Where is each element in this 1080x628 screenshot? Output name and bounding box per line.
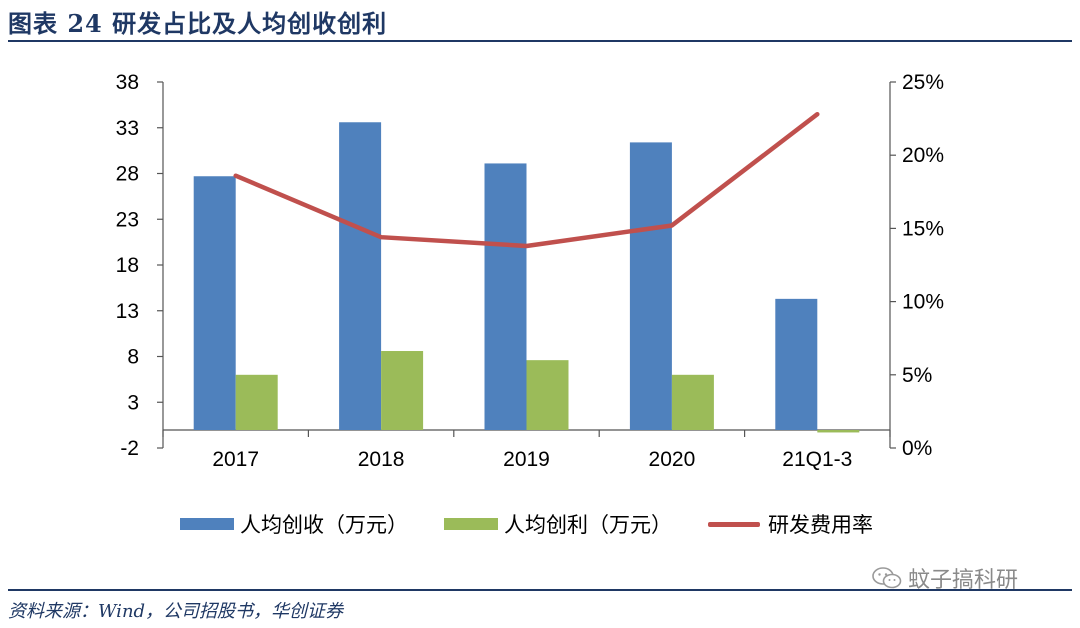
bar-revenue (339, 122, 382, 430)
wechat-icon (872, 567, 902, 589)
figure-header: 图表 24 研发占比及人均创收创利 (0, 0, 1080, 44)
right-tick-label: 25% (902, 71, 944, 94)
watermark-text: 蚊子搞科研 (908, 568, 1019, 593)
title-rule (8, 40, 1072, 42)
source-note: 资料来源：Wind，公司招股书，华创证券 (8, 601, 344, 622)
left-tick-label: 33 (116, 117, 139, 140)
legend-item-revenue: 人均创收（万元） (180, 509, 408, 539)
bar-profit (235, 374, 278, 430)
legend-swatch-revenue (180, 518, 234, 530)
left-tick-label: 38 (116, 71, 139, 94)
legend-swatch-profit (444, 518, 498, 530)
left-tick-label: 23 (116, 208, 139, 231)
bar-revenue (193, 176, 236, 430)
category-label: 2018 (358, 448, 405, 471)
category-label: 2017 (212, 448, 259, 471)
legend-swatch-rd (708, 521, 760, 527)
left-tick-label: 18 (116, 254, 139, 277)
category-label: 21Q1-3 (782, 448, 852, 471)
bar-profit (817, 430, 860, 433)
legend-label-rd: 研发费用率 (768, 513, 873, 537)
bar-profit (381, 351, 424, 430)
bar-profit (526, 360, 569, 430)
bar-revenue (484, 163, 527, 430)
labels-layer: 38 33 28 23 18 13 8 3 -2 25% 20% 15% 10% 5% 0% 2017 2018… (116, 71, 944, 471)
left-tick-label: 28 (116, 163, 139, 186)
right-tick-label: 5% (902, 364, 932, 387)
legend-label-profit: 人均创利（万元） (504, 513, 672, 537)
line-layer (233, 111, 820, 249)
category-label: 2019 (503, 448, 550, 471)
right-tick-label: 15% (902, 217, 944, 240)
chart-legend: 人均创收（万元） 人均创利（万元） 研发费用率 (180, 510, 909, 538)
left-tick-label: 3 (127, 391, 139, 414)
right-tick-label: 20% (902, 144, 944, 167)
bar-revenue (629, 142, 672, 430)
watermark: 蚊子搞科研 (872, 562, 1018, 594)
axes-layer (157, 81, 896, 449)
legend-item-profit: 人均创利（万元） (444, 509, 672, 539)
left-tick-label: 8 (127, 346, 139, 369)
left-tick-label: -2 (120, 437, 139, 460)
legend-label-revenue: 人均创收（万元） (240, 513, 408, 537)
source-rule (8, 589, 1072, 591)
bar-profit (671, 374, 714, 430)
bars-layer (193, 122, 860, 433)
right-tick-label: 0% (902, 437, 932, 460)
bar-revenue (775, 298, 818, 430)
right-tick-label: 10% (902, 291, 944, 314)
figure-title: 图表 24 研发占比及人均创收创利 (8, 9, 388, 38)
legend-item-rd: 研发费用率 (708, 509, 873, 539)
category-label: 2020 (649, 448, 696, 471)
left-tick-label: 13 (116, 300, 139, 323)
